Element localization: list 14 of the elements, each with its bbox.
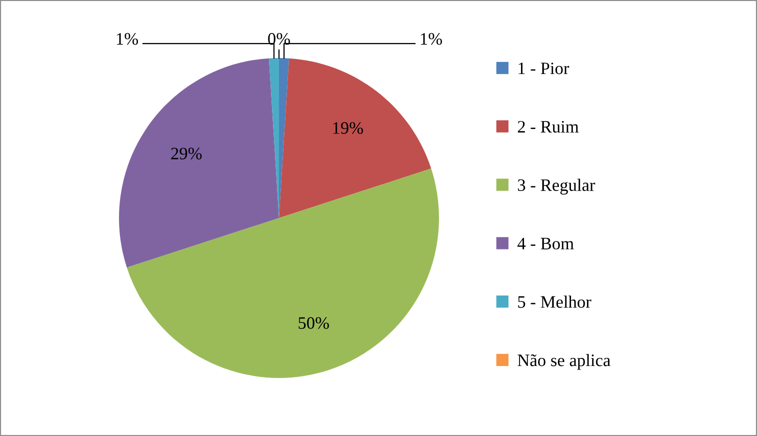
legend-label: Não se aplica xyxy=(518,354,610,370)
data-label: 19% xyxy=(333,122,363,134)
legend-label: 3 - Regular xyxy=(518,178,596,195)
data-label: 1% xyxy=(116,33,138,45)
pie-slice xyxy=(119,58,279,268)
data-label: 50% xyxy=(298,317,329,329)
data-label: 1% xyxy=(420,33,442,45)
pie-slice xyxy=(126,168,439,378)
data-label: 29% xyxy=(171,148,202,160)
legend-label: 5 - Melhor xyxy=(518,296,592,308)
pie-slice xyxy=(279,58,432,218)
legend-label: 1 - Pior xyxy=(518,62,570,74)
legend-label: 2 - Ruim xyxy=(518,120,579,133)
legend-label: 4 - Bom xyxy=(517,238,574,250)
